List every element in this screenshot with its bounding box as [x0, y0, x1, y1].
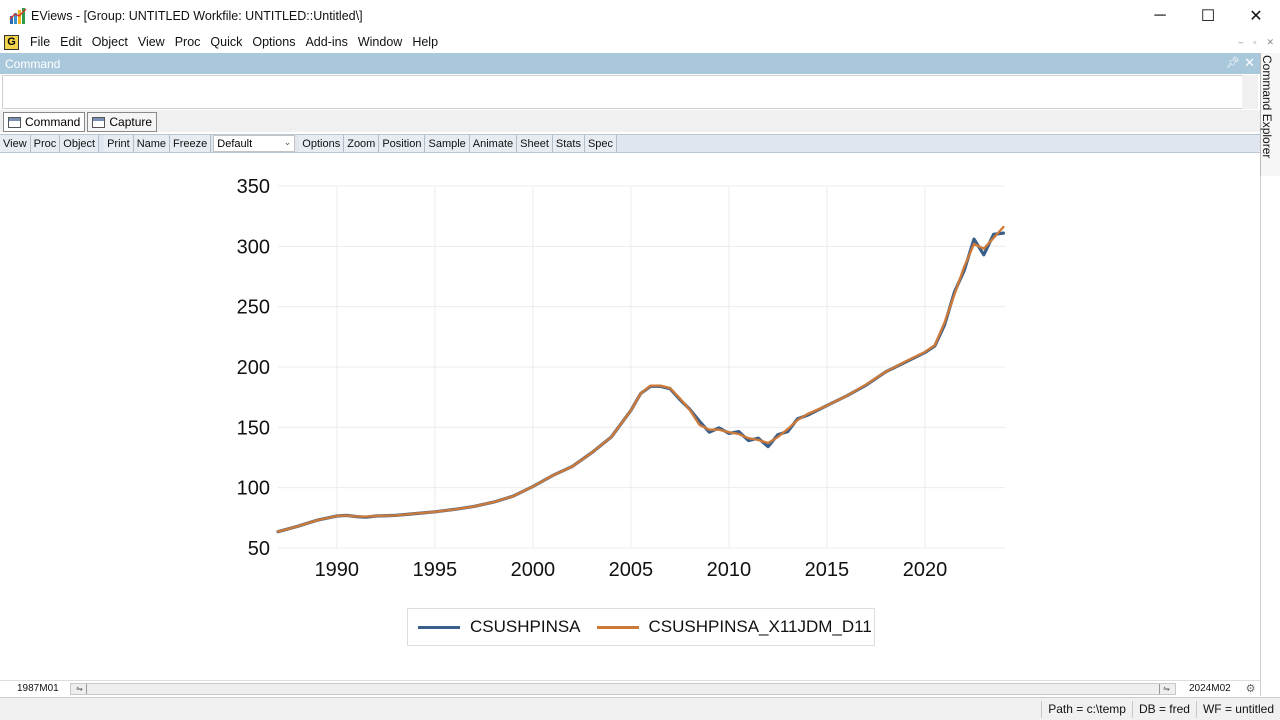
- legend-item-series-2: CSUSHPINSA_X11JDM_D11: [596, 617, 872, 637]
- tab-capture-label: Capture: [109, 115, 153, 129]
- close-button[interactable]: ✕: [1249, 8, 1263, 25]
- close-icon[interactable]: ✕: [1244, 55, 1255, 70]
- y-tick-label: 50: [248, 538, 270, 560]
- x-tick-label: 2020: [903, 559, 948, 581]
- sample-end-label: 2024M02: [1189, 683, 1231, 694]
- y-tick-label: 150: [237, 417, 270, 439]
- x-tick-label: 1990: [315, 559, 360, 581]
- template-select[interactable]: Default ⌄: [213, 135, 296, 152]
- status-wf: WF = untitled: [1195, 700, 1280, 718]
- menu-options[interactable]: Options: [252, 35, 296, 49]
- window-title: EViews - [Group: UNTITLED Workfile: UNTI…: [31, 9, 363, 23]
- legend-item-series-1: CSUSHPINSA: [418, 617, 581, 637]
- eviews-logo-icon: [9, 7, 27, 25]
- x-tick-label: 2010: [707, 559, 752, 581]
- menu-bar: G File Edit Object View Proc Quick Optio…: [0, 32, 1280, 52]
- line-chart: 350 300 250 200 150 100 50 1990 1995 2000 2005 201…: [237, 176, 1006, 581]
- sample-range-slider[interactable]: ⇋ ⇋: [70, 683, 1176, 695]
- command-explorer-label: Command Explorer: [1260, 55, 1274, 159]
- range-left-handle-icon[interactable]: ⇋: [73, 684, 87, 694]
- animate-button[interactable]: Animate: [469, 135, 518, 152]
- child-restore-button[interactable]: ▫: [1253, 37, 1257, 47]
- command-scrollbar[interactable]: [1242, 75, 1258, 109]
- name-button[interactable]: Name: [133, 135, 171, 152]
- status-bar: Path = c:\temp DB = fred WF = untitled: [0, 697, 1280, 720]
- command-input[interactable]: [2, 75, 1242, 109]
- object-button[interactable]: Object: [60, 135, 100, 152]
- zoom-button[interactable]: Zoom: [344, 135, 380, 152]
- menu-file[interactable]: File: [30, 35, 51, 49]
- status-db: DB = fred: [1131, 700, 1196, 718]
- table-icon: [92, 116, 106, 128]
- y-axis: 350 300 250 200 150 100 50: [237, 176, 270, 560]
- title-bar: EViews - [Group: UNTITLED Workfile: UNTI…: [0, 0, 1280, 32]
- menu-help[interactable]: Help: [412, 35, 439, 49]
- legend-swatch: [418, 625, 460, 629]
- chevron-down-icon: ⌄: [283, 137, 292, 147]
- y-tick-label: 300: [237, 236, 270, 258]
- view-button[interactable]: View: [0, 135, 31, 152]
- minimize-button[interactable]: ─: [1154, 7, 1166, 24]
- tab-command[interactable]: Command: [3, 112, 86, 132]
- command-tabs: Command Capture: [0, 110, 1260, 132]
- print-button[interactable]: Print: [104, 135, 134, 152]
- y-tick-label: 350: [237, 176, 270, 198]
- y-tick-label: 200: [237, 357, 270, 379]
- range-right-handle-icon[interactable]: ⇋: [1159, 684, 1173, 694]
- menu-proc[interactable]: Proc: [174, 35, 201, 49]
- position-button[interactable]: Position: [379, 135, 426, 152]
- chart-grid: [278, 185, 1005, 549]
- series-line-1: [276, 231, 1006, 534]
- window-icon: [8, 116, 21, 128]
- stats-button[interactable]: Stats: [552, 135, 585, 152]
- sheet-button[interactable]: Sheet: [517, 135, 553, 152]
- x-tick-label: 2000: [511, 559, 556, 581]
- child-minimize-button[interactable]: ‒: [1238, 37, 1244, 47]
- child-close-button[interactable]: ✕: [1266, 36, 1274, 47]
- chart-series: [276, 225, 1006, 534]
- object-toolbar: View Proc Object Print Name Freeze Defau…: [0, 134, 1260, 153]
- right-dock-strip: [1260, 176, 1280, 696]
- spec-button[interactable]: Spec: [584, 135, 618, 152]
- menu-view[interactable]: View: [137, 35, 165, 49]
- sample-scrollbar: 1987M01 ⇋ ⇋ 2024M02 ⚙: [0, 680, 1260, 696]
- graph-view[interactable]: 350 300 250 200 150 100 50 1990 1995 2000 2005 201…: [0, 154, 1260, 680]
- sample-start-label: 1987M01: [17, 683, 59, 694]
- status-path: Path = c:\temp: [1041, 700, 1132, 718]
- series-line-2: [276, 225, 1005, 533]
- legend-label: CSUSHPINSA_X11JDM_D11: [648, 617, 872, 636]
- menu-edit[interactable]: Edit: [60, 35, 82, 49]
- x-tick-label: 2005: [609, 559, 654, 581]
- menu-window[interactable]: Window: [357, 35, 403, 49]
- sample-button[interactable]: Sample: [425, 135, 470, 152]
- proc-button[interactable]: Proc: [30, 135, 61, 152]
- template-select-value: Default: [217, 137, 253, 150]
- x-tick-label: 1995: [413, 559, 458, 581]
- y-tick-label: 250: [237, 297, 270, 319]
- pin-icon[interactable]: 📌︎: [1226, 57, 1240, 69]
- group-object-icon[interactable]: G: [4, 34, 19, 50]
- tab-capture[interactable]: Capture: [87, 112, 158, 132]
- freeze-button[interactable]: Freeze: [170, 135, 212, 152]
- command-explorer-tab[interactable]: Command Explorer: [1260, 53, 1280, 176]
- options-button[interactable]: Options: [299, 135, 345, 152]
- chart-legend: CSUSHPINSA CSUSHPINSA_X11JDM_D11: [407, 608, 875, 646]
- x-axis: 1990 1995 2000 2005 2010 2015 2020: [315, 559, 948, 581]
- menu-quick[interactable]: Quick: [210, 35, 243, 49]
- command-pane-title: Command: [5, 56, 61, 71]
- tab-command-label: Command: [25, 115, 81, 129]
- maximize-button[interactable]: ☐: [1200, 8, 1216, 25]
- x-tick-label: 2015: [805, 559, 850, 581]
- menu-add-ins[interactable]: Add-ins: [305, 35, 348, 49]
- gear-icon[interactable]: ⚙: [1245, 683, 1256, 695]
- legend-swatch: [596, 625, 639, 629]
- legend-label: CSUSHPINSA: [470, 617, 581, 636]
- y-tick-label: 100: [237, 478, 270, 500]
- menu-object[interactable]: Object: [91, 35, 128, 49]
- command-pane-header: Command 📌︎ ✕: [0, 53, 1260, 74]
